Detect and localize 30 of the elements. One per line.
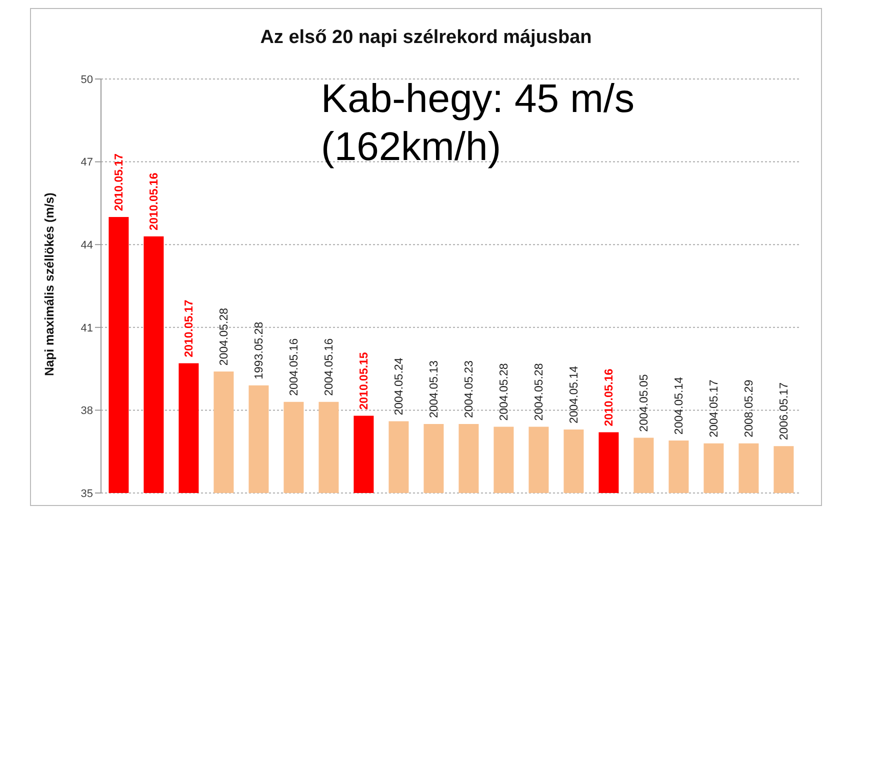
chart-title: Az első 20 napi szélrekord májusban — [259, 27, 593, 49]
x-tick-label: 1993.05.28 — [254, 322, 266, 380]
x-tick-label: 2010.05.15 — [358, 352, 371, 410]
x-tick-label: 2004.05.28 — [218, 308, 231, 366]
x-tick-label: 2004.05.14 — [674, 376, 686, 435]
y-tick-label: 47 — [80, 156, 93, 169]
x-tick-label: 2010.05.17 — [114, 153, 126, 211]
x-tick-label: 2004.05.13 — [428, 360, 441, 418]
x-tick-label: 2004.05.05 — [638, 374, 651, 432]
x-tick-label: 2004.05.14 — [568, 365, 581, 424]
x-tick-label: 2004.05.24 — [394, 357, 406, 416]
x-tick-label: 2004.05.23 — [464, 360, 476, 418]
y-axis-title: Napi maximális széllökés (m/s) — [42, 192, 56, 376]
y-tick-label: 38 — [80, 405, 93, 418]
y-tick-label: 44 — [80, 240, 93, 252]
y-tick-label: 50 — [80, 74, 93, 86]
x-tick-label: 2010.05.17 — [184, 300, 196, 358]
x-tick-label: 2004.05.16 — [324, 338, 336, 396]
y-tick-label: 35 — [80, 488, 93, 500]
x-tick-label: 2006.05.17 — [778, 382, 791, 440]
annotation: (162km/h) — [321, 125, 502, 170]
x-tick-label: 2008.05.29 — [744, 380, 756, 438]
x-tick-label: 2004.05.28 — [498, 363, 511, 421]
x-tick-label: 2010.05.16 — [148, 172, 161, 230]
x-tick-label: 2004.05.28 — [534, 363, 546, 421]
y-tick-label: 41 — [80, 322, 93, 334]
annotation: Kab-hegy: 45 m/s — [321, 77, 634, 122]
x-tick-label: 2004.05.17 — [708, 380, 721, 438]
x-tick-label: 2004.05.16 — [288, 338, 301, 396]
x-tick-label: 2010.05.16 — [604, 368, 616, 426]
